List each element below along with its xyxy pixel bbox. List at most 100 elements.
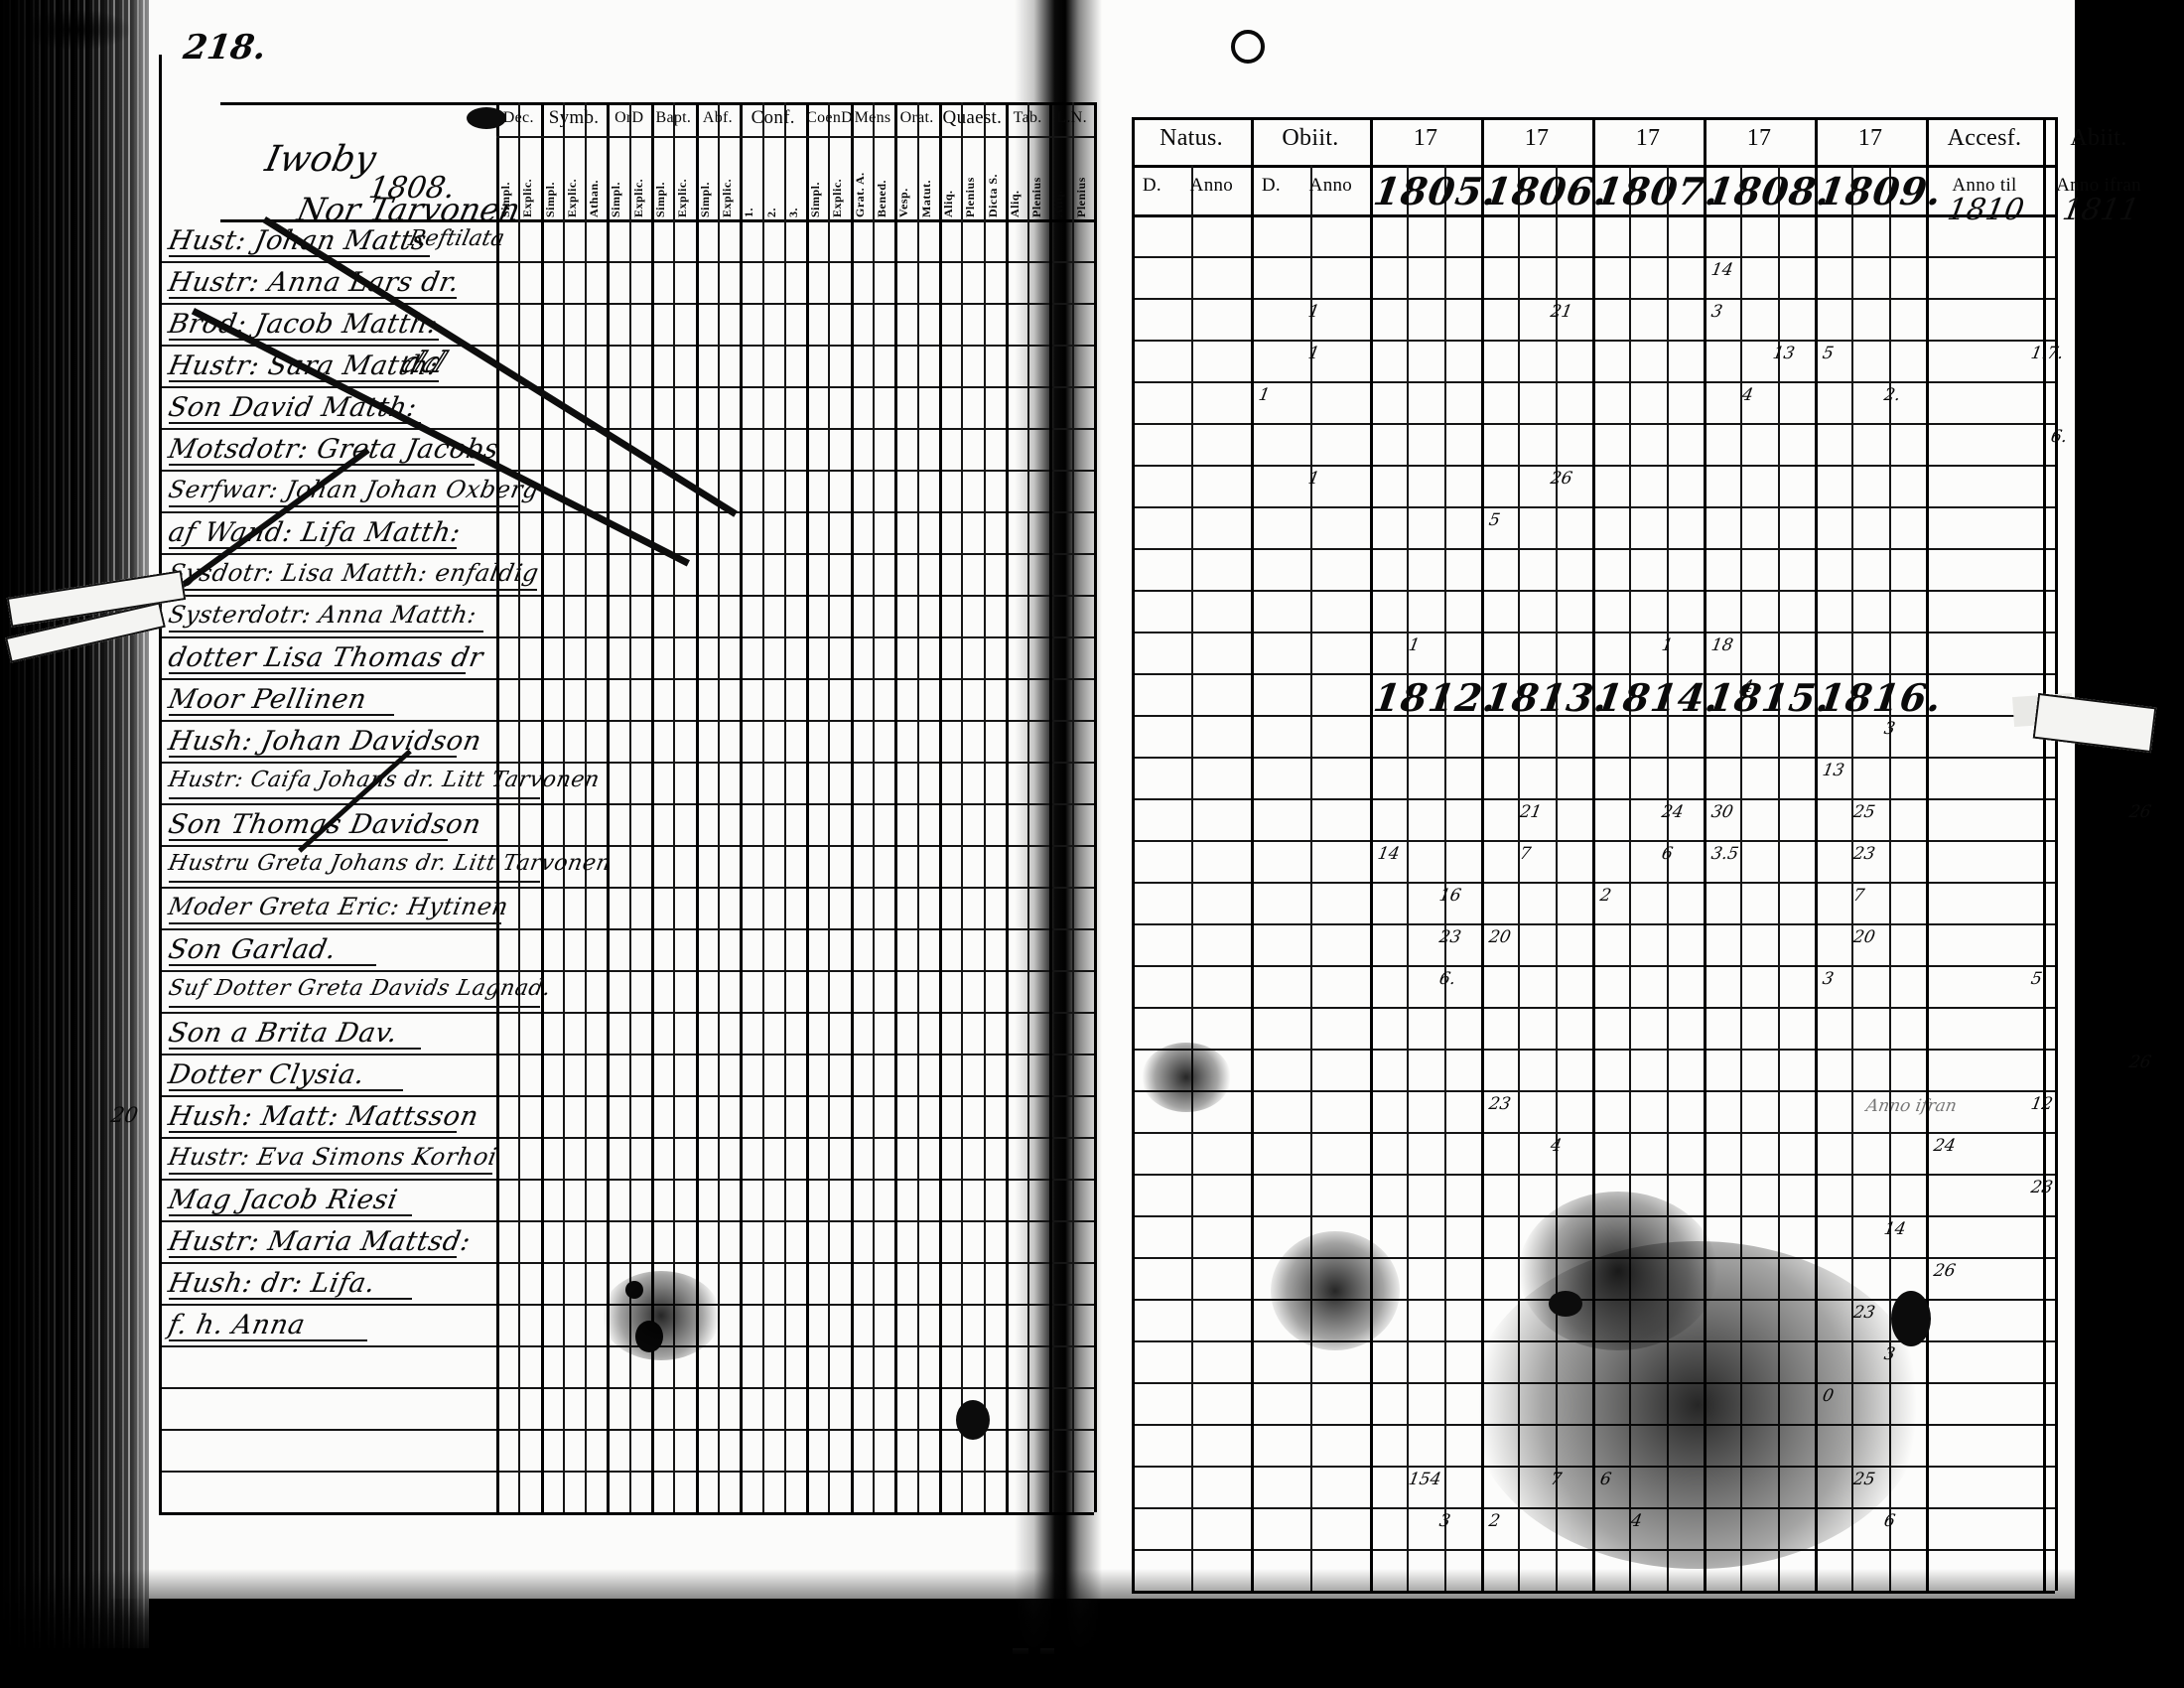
grid-hline — [159, 1095, 1094, 1097]
grid-hline — [540, 136, 608, 138]
left-note-mark: ⅆⅆ — [397, 346, 447, 380]
ink-blot-a — [1891, 1291, 1931, 1346]
cell-annotation: 24 — [1660, 802, 1686, 822]
abiit-year-handwritten: 1811 — [2059, 193, 2142, 227]
cell-annotation: 21 — [1549, 302, 1574, 322]
grid-vline — [1443, 165, 1446, 1591]
grid-vline — [1094, 102, 1097, 1512]
grid-hline — [651, 136, 696, 138]
grid-hline — [159, 970, 1094, 972]
name-underline — [169, 1048, 421, 1050]
column-group-label-abf: Abf. — [702, 109, 733, 126]
column-group-label-coend: CoenD — [806, 109, 853, 126]
grid-hline — [740, 136, 807, 138]
grid-vline — [585, 102, 588, 1512]
right-sub-label-d: D. — [1261, 175, 1281, 196]
column-sub-label: Matut. — [918, 180, 933, 217]
grid-hline — [159, 720, 1094, 722]
grid-hline — [1049, 136, 1094, 138]
grid-vline — [938, 102, 942, 1512]
register-row-name: Hustr: Anna Lars dr. — [165, 267, 463, 298]
register-row-name: Sysdotr: Lisa Matth: enfaldig — [166, 559, 542, 587]
folio-number: 218. — [181, 28, 269, 68]
grid-vline — [717, 102, 720, 1512]
grid-hline — [159, 345, 1094, 347]
grid-hline — [159, 1512, 1094, 1515]
register-row-name: Hush: dr: Lifa. — [165, 1268, 378, 1299]
grid-vline — [2043, 117, 2046, 1591]
name-underline — [169, 547, 457, 549]
column-sub-label: Bened. — [875, 179, 889, 217]
grid-vline — [628, 102, 631, 1512]
grid-vline — [894, 102, 898, 1512]
grid-vline — [1132, 117, 1135, 1591]
grid-vline — [1815, 117, 1818, 1591]
grid-hline — [159, 636, 1094, 638]
grid-vline — [916, 102, 919, 1512]
column-sub-label: Explic. — [719, 178, 734, 217]
right-column-label-acc: Accesf. — [1947, 125, 2022, 151]
grid-vline — [961, 102, 964, 1512]
column-sub-label: Athan. — [587, 179, 602, 217]
column-sub-label: Explic. — [520, 178, 535, 217]
grid-vline — [651, 102, 655, 219]
grid-hline — [159, 470, 1094, 472]
grid-vline — [562, 102, 565, 1512]
grid-hline — [894, 136, 939, 138]
cell-annotation: 26 — [2126, 802, 2153, 822]
abiit-scribble: Anno ifran — [1864, 1096, 1959, 1116]
grid-vline — [740, 102, 744, 219]
cell-annotation: 23 — [1851, 844, 1877, 864]
column-group-label-bapt: Bapt. — [655, 109, 692, 126]
second-band-year-2: 1814. — [1592, 675, 1723, 720]
grid-vline — [850, 102, 854, 219]
grid-hline — [695, 136, 741, 138]
grid-hline — [159, 303, 1094, 305]
grid-vline — [850, 102, 854, 1512]
register-row-name: Hush: Johan Davidson — [165, 726, 484, 757]
cell-annotation: 3.5 — [1709, 844, 1740, 864]
grid-vline — [2055, 117, 2058, 1591]
grid-hline — [220, 102, 1094, 105]
cell-annotation: 26 — [1932, 1261, 1958, 1281]
column-sub-label: Grat. A. — [852, 172, 867, 217]
ink-blot-b — [1549, 1291, 1582, 1317]
column-sub-label: Simpl. — [697, 181, 712, 217]
grid-vline — [1251, 117, 1254, 1591]
grid-vline — [806, 102, 810, 219]
grid-vline — [1005, 102, 1009, 1512]
column-sub-label: Simpl. — [498, 181, 512, 217]
column-sub-label: Aliq. — [940, 190, 955, 217]
name-underline — [169, 1339, 367, 1341]
grid-vline — [761, 102, 764, 1512]
register-row-name: f. h. Anna — [165, 1310, 309, 1340]
right-column-label-obiit: Obiit. — [1282, 125, 1339, 151]
village-heading-line1: Iwoby — [261, 139, 380, 180]
column-sub-label: 1. — [742, 208, 756, 217]
right-column-label-y5: 17 — [1857, 125, 1883, 151]
register-row-name: af Wand: Lifa Matth: — [165, 517, 464, 548]
register-row-name: Son Garlad. — [165, 934, 340, 965]
bottom-shadow-band — [0, 1569, 2184, 1688]
grid-vline — [1518, 165, 1521, 1591]
page-circle-mark — [1231, 30, 1265, 64]
register-row-name: Systerdotr: Anna Matth: — [166, 601, 479, 629]
column-sub-label: Explic. — [830, 178, 845, 217]
grid-hline — [220, 219, 1094, 222]
right-year-handwritten-y5: 1809. — [1815, 169, 1946, 213]
name-underline — [169, 339, 439, 341]
abiit-anno-label: Anno ifran — [2056, 175, 2141, 196]
grid-vline — [1555, 165, 1558, 1591]
grid-hline — [938, 136, 1006, 138]
grid-hline — [159, 1012, 1094, 1014]
column-sub-label: 2. — [763, 208, 778, 217]
cell-annotation: 30 — [1709, 802, 1735, 822]
ink-stain-col-mid — [1271, 1231, 1400, 1350]
ink-blot-c — [956, 1400, 990, 1440]
grid-vline — [1370, 117, 1373, 1591]
grid-vline — [783, 102, 786, 1512]
grid-hline — [159, 428, 1094, 430]
cell-annotation: 13 — [1821, 761, 1846, 780]
grid-vline — [1049, 102, 1053, 219]
register-row-name: Mag Jacob Riesi — [165, 1185, 401, 1215]
